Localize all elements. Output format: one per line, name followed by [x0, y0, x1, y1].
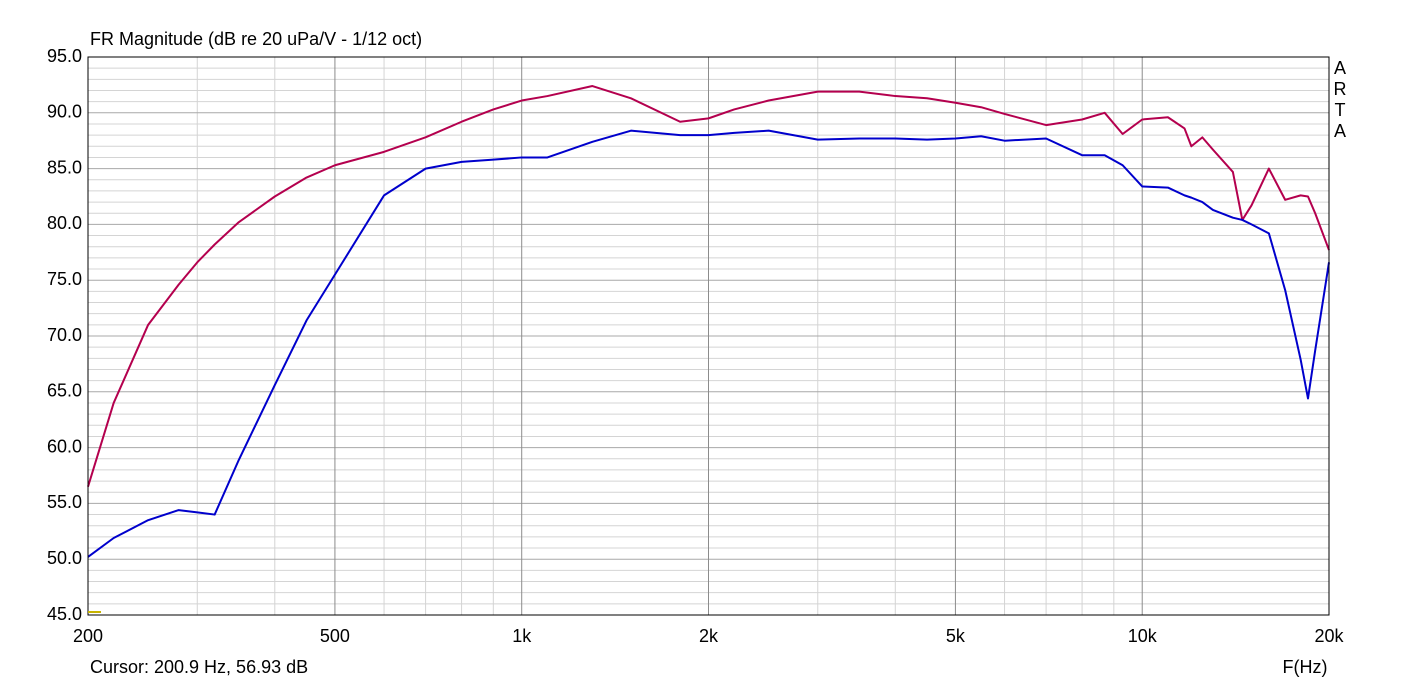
series-line — [87, 129, 1330, 558]
plot-border — [87, 56, 1330, 616]
y-tick-label: 70.0 — [47, 325, 82, 345]
y-tick-label: 65.0 — [47, 381, 82, 401]
chart-title: FR Magnitude (dB re 20 uPa/V - 1/12 oct) — [90, 29, 422, 49]
y-tick-label: 85.0 — [47, 157, 82, 177]
y-tick-label: 45.0 — [47, 604, 82, 624]
x-axis-label: F(Hz) — [1283, 657, 1328, 677]
x-tick-label: 10k — [1128, 626, 1158, 646]
y-tick-label: 90.0 — [47, 102, 82, 122]
y-tick-label: 95.0 — [47, 46, 82, 66]
x-tick-label: 200 — [73, 626, 103, 646]
y-tick-label: 80.0 — [47, 213, 82, 233]
y-tick-label: 50.0 — [47, 548, 82, 568]
brand: ARTA — [1333, 58, 1347, 141]
cursor-readout: Cursor: 200.9 Hz, 56.93 dB — [90, 657, 308, 677]
y-tick-label: 75.0 — [47, 269, 82, 289]
x-tick-label: 2k — [699, 626, 719, 646]
grid — [87, 56, 1330, 616]
series-line — [87, 85, 1330, 487]
y-tick-label: 60.0 — [47, 436, 82, 456]
lines — [87, 85, 1330, 558]
x-tick-label: 1k — [512, 626, 532, 646]
x-tick-label: 500 — [320, 626, 350, 646]
x-tick-label: 20k — [1314, 626, 1344, 646]
y-tick-label: 55.0 — [47, 492, 82, 512]
x-tick-label: 5k — [946, 626, 966, 646]
